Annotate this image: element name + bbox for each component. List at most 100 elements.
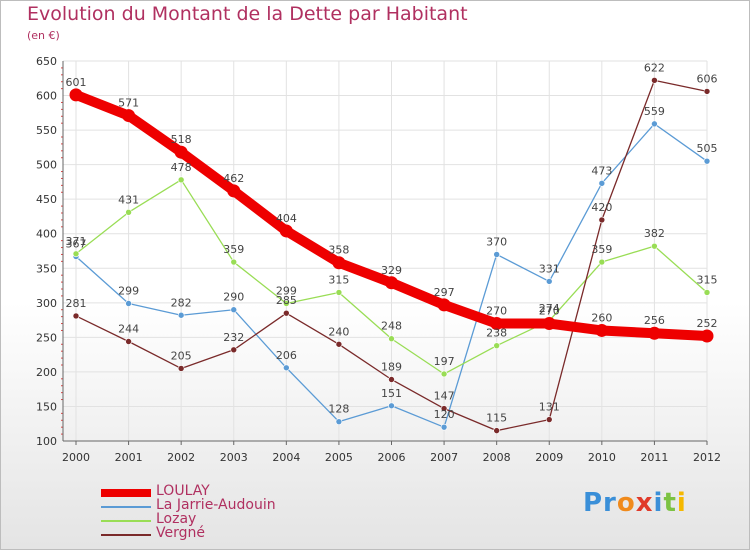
data-point-2-3 bbox=[230, 258, 238, 266]
data-point-0-9 bbox=[542, 317, 556, 331]
y-tick-label: 150 bbox=[36, 400, 57, 413]
data-label-2-6: 248 bbox=[381, 320, 402, 333]
data-point-3-11 bbox=[651, 77, 658, 84]
data-point-2-12 bbox=[703, 289, 711, 296]
data-point-1-2 bbox=[177, 311, 185, 319]
data-point-1-5 bbox=[335, 418, 343, 425]
data-point-1-11 bbox=[651, 120, 658, 128]
data-labels: 601 571 518 462 404 358 329 297 270 270 260 256 252 3… bbox=[66, 61, 718, 424]
legend-swatch bbox=[101, 534, 151, 536]
data-point-2-4 bbox=[283, 300, 290, 307]
data-label-1-6: 151 bbox=[381, 387, 402, 400]
data-label-2-9: 274 bbox=[539, 302, 560, 315]
data-point-3-4 bbox=[283, 309, 290, 317]
data-label-2-10: 359 bbox=[591, 243, 612, 256]
data-label-1-11: 559 bbox=[644, 105, 665, 118]
x-tick-label: 2004 bbox=[272, 451, 300, 464]
data-point-1-7 bbox=[440, 423, 448, 431]
data-label-0-7: 297 bbox=[434, 286, 455, 299]
x-tick-label: 2011 bbox=[640, 451, 668, 464]
data-label-0-8: 270 bbox=[486, 305, 507, 318]
grid bbox=[63, 60, 708, 442]
data-label-2-0: 371 bbox=[66, 235, 87, 248]
x-tick-label: 2005 bbox=[325, 451, 353, 464]
data-point-2-8 bbox=[493, 342, 500, 349]
data-label-2-8: 238 bbox=[486, 327, 507, 340]
data-point-1-6 bbox=[388, 402, 395, 410]
data-point-3-9 bbox=[545, 416, 553, 423]
data-label-1-2: 282 bbox=[171, 296, 192, 309]
data-point-0-7 bbox=[437, 298, 451, 312]
data-label-0-4: 404 bbox=[276, 212, 297, 225]
data-label-0-0: 601 bbox=[66, 76, 87, 89]
data-point-3-2 bbox=[177, 365, 185, 372]
data-label-3-10: 420 bbox=[591, 201, 612, 214]
y-tick-label: 650 bbox=[36, 55, 57, 68]
data-point-2-10 bbox=[598, 258, 606, 266]
data-label-1-10: 473 bbox=[591, 164, 612, 177]
data-point-2-1 bbox=[125, 209, 132, 216]
data-label-0-10: 260 bbox=[591, 311, 612, 324]
logo-letter: i bbox=[653, 488, 664, 518]
data-point-0-0 bbox=[69, 88, 83, 102]
x-tick-label: 2002 bbox=[167, 451, 195, 464]
data-point-2-7 bbox=[440, 370, 448, 378]
legend-swatch bbox=[101, 489, 151, 497]
data-label-1-12: 505 bbox=[697, 142, 718, 155]
data-point-0-10 bbox=[595, 323, 609, 337]
data-label-0-3: 462 bbox=[223, 172, 244, 185]
y-tick-label: 600 bbox=[36, 90, 57, 103]
y-tick-label: 350 bbox=[36, 262, 57, 275]
data-label-1-8: 370 bbox=[486, 235, 507, 248]
y-tick-label: 200 bbox=[36, 366, 57, 379]
data-label-0-5: 358 bbox=[328, 244, 349, 257]
data-label-0-2: 518 bbox=[171, 133, 192, 146]
data-point-2-2 bbox=[177, 176, 185, 184]
data-point-1-12 bbox=[703, 157, 711, 165]
legend-swatch bbox=[101, 520, 151, 522]
data-label-3-11: 622 bbox=[644, 61, 665, 74]
data-point-1-9 bbox=[545, 278, 553, 285]
data-label-0-9: 270 bbox=[539, 305, 560, 318]
data-label-0-6: 329 bbox=[381, 264, 402, 277]
x-tick-label: 2007 bbox=[430, 451, 458, 464]
x-tick-label: 2010 bbox=[588, 451, 616, 464]
proxiti-logo: Proxiti bbox=[583, 488, 687, 518]
data-point-3-12 bbox=[703, 88, 711, 95]
data-label-3-2: 205 bbox=[171, 349, 192, 362]
data-label-3-4: 285 bbox=[276, 294, 297, 307]
legend-label: Lozay bbox=[156, 511, 197, 527]
data-point-0-3 bbox=[227, 184, 241, 198]
data-point-0-1 bbox=[122, 109, 136, 123]
data-point-1-4 bbox=[283, 364, 290, 372]
legend-label: Vergné bbox=[156, 525, 205, 541]
data-label-0-12: 252 bbox=[697, 317, 718, 330]
x-tick-label: 2006 bbox=[378, 451, 406, 464]
data-label-3-9: 131 bbox=[539, 401, 560, 414]
data-point-1-1 bbox=[125, 300, 132, 307]
data-label-3-0: 281 bbox=[66, 297, 87, 310]
logo-letter: x bbox=[635, 488, 654, 518]
data-label-1-5: 128 bbox=[328, 403, 349, 416]
data-label-3-3: 232 bbox=[223, 331, 244, 344]
data-point-0-11 bbox=[647, 326, 661, 340]
chart-subtitle: (en €) bbox=[27, 29, 60, 42]
y-tick-label: 250 bbox=[36, 331, 57, 344]
data-label-3-12: 606 bbox=[697, 72, 718, 85]
x-tick-label: 2003 bbox=[220, 451, 248, 464]
logo-letter: Pr bbox=[583, 488, 617, 518]
x-tick-label: 2001 bbox=[115, 451, 143, 464]
data-label-1-9: 331 bbox=[539, 262, 560, 275]
data-point-1-3 bbox=[230, 306, 238, 314]
data-label-2-3: 359 bbox=[223, 243, 244, 256]
data-label-1-3: 290 bbox=[223, 291, 244, 304]
y-tick-label: 450 bbox=[36, 193, 57, 206]
y-tick-label: 550 bbox=[36, 124, 57, 137]
data-label-3-8: 115 bbox=[486, 412, 507, 425]
data-point-3-10 bbox=[598, 216, 606, 224]
legend-swatch bbox=[101, 506, 151, 508]
data-label-2-11: 382 bbox=[644, 227, 665, 240]
data-label-3-5: 240 bbox=[328, 325, 349, 338]
y-tick-label: 100 bbox=[36, 435, 57, 448]
data-point-3-1 bbox=[125, 338, 132, 345]
